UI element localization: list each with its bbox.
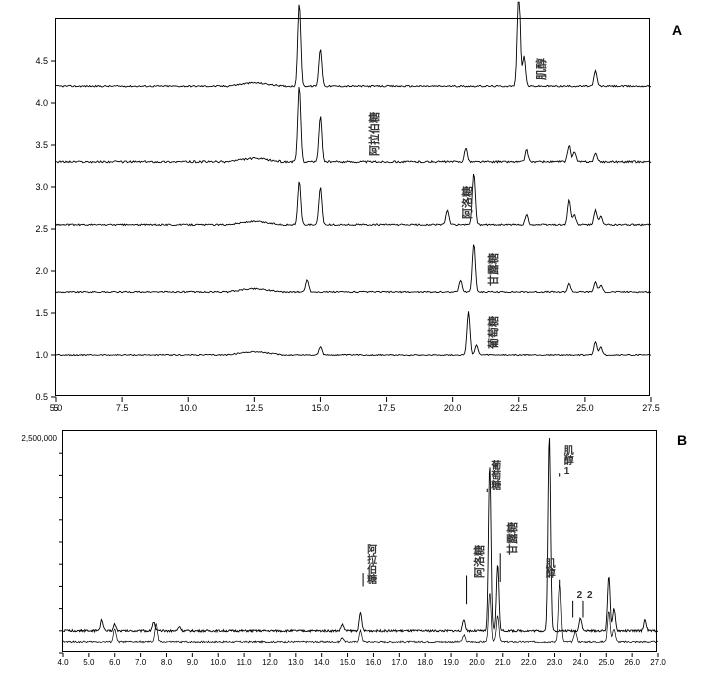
annotation-trace-2-arabinose: 阿拉伯糖 — [366, 112, 382, 156]
svg-text:12.5: 12.5 — [246, 403, 264, 413]
panel-b-annotation-1: 肌醇 — [546, 560, 556, 580]
svg-text:4.0: 4.0 — [57, 658, 69, 667]
svg-text:8.0: 8.0 — [161, 658, 173, 667]
panel-b-annotation-7: 阿拉伯糖 — [367, 546, 377, 586]
trace-1-inositol — [56, 2, 651, 87]
svg-text:18.0: 18.0 — [417, 658, 433, 667]
svg-text:27.5: 27.5 — [642, 403, 660, 413]
svg-text:2,500,000: 2,500,000 — [21, 434, 57, 443]
svg-text:22.0: 22.0 — [521, 658, 537, 667]
trace-3-allose — [56, 174, 651, 226]
svg-text:12.0: 12.0 — [262, 658, 278, 667]
svg-text:9.0: 9.0 — [187, 658, 199, 667]
annotation-trace-5-glucose: 葡萄糖 — [485, 316, 501, 349]
annotation-trace-1-inositol: 肌醇 — [533, 58, 549, 80]
panel-b-label: B — [677, 432, 687, 448]
panel-b-annotation-5: 甘露糖 — [504, 522, 520, 555]
panel-b-annotation-2: 2 — [577, 591, 583, 601]
svg-text:4.0: 4.0 — [35, 98, 48, 108]
svg-text:2.5: 2.5 — [35, 224, 48, 234]
svg-text:11.0: 11.0 — [237, 658, 253, 667]
trace-4-mannose — [56, 245, 651, 293]
panel-b-annotation-6: 阿洛糖 — [471, 545, 487, 578]
svg-text:15.0: 15.0 — [340, 658, 356, 667]
svg-text:26.0: 26.0 — [624, 658, 640, 667]
svg-text:7.5: 7.5 — [116, 403, 129, 413]
figure-root: A 5.07.510.012.515.017.520.022.525.027.5… — [0, 0, 727, 698]
svg-text:10.0: 10.0 — [210, 658, 226, 667]
svg-text:4.5: 4.5 — [35, 56, 48, 66]
panel-b-annotation-4: 葡萄糖 — [491, 462, 501, 492]
svg-text:24.0: 24.0 — [573, 658, 589, 667]
svg-text:17.0: 17.0 — [392, 658, 408, 667]
svg-text:23.0: 23.0 — [547, 658, 563, 667]
svg-text:6.0: 6.0 — [109, 658, 121, 667]
svg-text:13.0: 13.0 — [288, 658, 304, 667]
svg-text:5.0: 5.0 — [83, 658, 95, 667]
trace-2-arabinose — [56, 87, 651, 163]
panel-a: 5.07.510.012.515.017.520.022.525.027.550… — [55, 18, 650, 396]
svg-text:7.0: 7.0 — [135, 658, 147, 667]
svg-text:20.0: 20.0 — [444, 403, 462, 413]
panel-a-label: A — [672, 22, 682, 38]
svg-text:22.5: 22.5 — [510, 403, 528, 413]
svg-text:2.0: 2.0 — [35, 266, 48, 276]
annotation-trace-4-mannose: 甘露糖 — [485, 253, 501, 286]
svg-text:27.0: 27.0 — [650, 658, 666, 667]
svg-text:17.5: 17.5 — [378, 403, 396, 413]
panel-b-annotation-0: 肌醇1 — [564, 447, 574, 477]
svg-text:5: 5 — [53, 403, 58, 413]
svg-text:21.0: 21.0 — [495, 658, 511, 667]
svg-text:10.0: 10.0 — [179, 403, 197, 413]
svg-text:14.0: 14.0 — [314, 658, 330, 667]
svg-text:20.0: 20.0 — [469, 658, 485, 667]
svg-text:0.5: 0.5 — [35, 392, 48, 402]
svg-text:15.0: 15.0 — [312, 403, 330, 413]
panel-b-annotation-3: 2 — [587, 591, 593, 601]
svg-text:25.0: 25.0 — [576, 403, 594, 413]
svg-text:25.0: 25.0 — [598, 658, 614, 667]
svg-text:1.5: 1.5 — [35, 308, 48, 318]
svg-text:16.0: 16.0 — [366, 658, 382, 667]
panel-b: 4.05.06.07.08.09.010.011.012.013.014.015… — [62, 430, 657, 652]
trace-5-glucose — [56, 311, 651, 355]
annotation-trace-3-allose: 阿洛糖 — [459, 186, 475, 219]
svg-text:1.0: 1.0 — [35, 350, 48, 360]
svg-text:19.0: 19.0 — [443, 658, 459, 667]
svg-text:3.0: 3.0 — [35, 182, 48, 192]
svg-text:3.5: 3.5 — [35, 140, 48, 150]
